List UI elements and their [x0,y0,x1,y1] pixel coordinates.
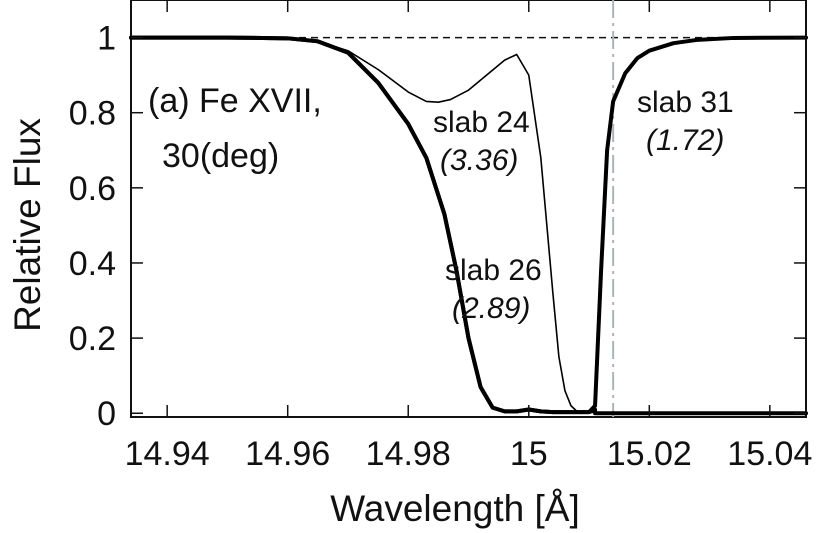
x-axis-title: Wavelength [Å] [330,488,580,529]
panel-label-line2: 30(deg) [162,137,279,175]
series-label-slab26: slab 26 [445,254,542,287]
x-tick-label: 14.98 [366,435,451,473]
x-tick-label: 15.02 [607,435,692,473]
series-ratio-slab31: (1.72) [646,124,724,157]
y-tick-label: 0.6 [69,170,116,208]
series-label-slab24: slab 24 [433,106,530,139]
series-line-slab31 [129,35,808,415]
y-tick-label: 0 [97,395,116,433]
series-ratio-slab24: (3.36) [440,144,518,177]
series-label-slab31: slab 31 [637,86,734,119]
y-axis-title: Relative Flux [7,118,48,332]
x-tick-label: 15.04 [727,435,812,473]
y-tick-label: 0.2 [69,320,116,358]
x-tick-label: 14.96 [245,435,330,473]
x-tick-label: 15 [510,435,548,473]
y-tick-label: 0.8 [69,95,116,133]
chart-marks: 14.94 14.96 14.98 15 15.02 15.04 0 0.2 0.4 0.6 0.8… [69,0,812,473]
y-tick-label: 1 [97,20,116,58]
plot-frame [130,0,807,418]
y-tick-label: 0.4 [69,245,116,283]
x-tick-label: 14.94 [125,435,210,473]
series-ratio-slab26: (2.89) [452,292,530,325]
panel-label-line1: (a) Fe XVII, [148,82,322,120]
